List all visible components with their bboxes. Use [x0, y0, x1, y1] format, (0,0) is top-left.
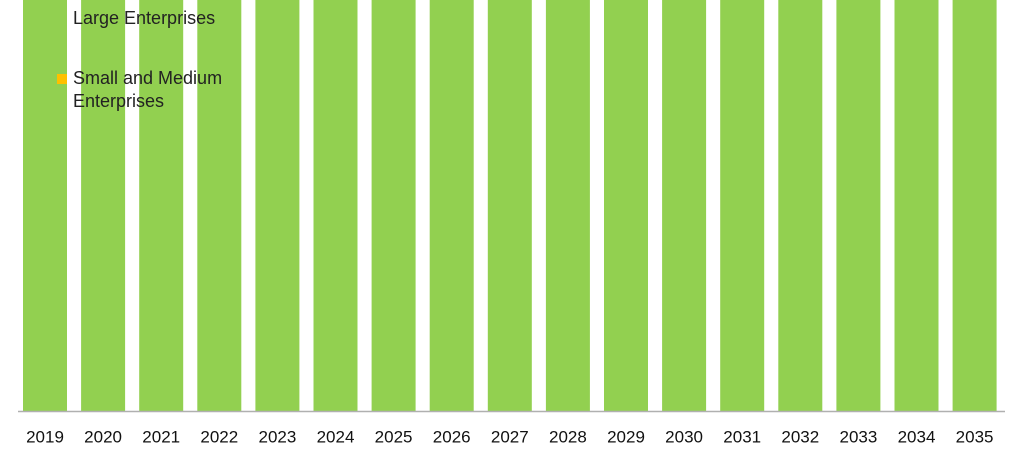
legend-label: Large Enterprises	[73, 8, 216, 28]
x-tick-label: 2033	[839, 427, 877, 446]
x-tick-label: 2032	[781, 427, 819, 446]
bar-segment	[313, 0, 358, 411]
bar-segment	[23, 0, 67, 412]
bar-segment	[604, 0, 648, 412]
legend-swatch	[57, 14, 67, 24]
x-tick-label: 2019	[26, 427, 64, 446]
x-tick-label: 2027	[491, 427, 529, 446]
bar-segment	[545, 0, 590, 411]
bar-segment	[720, 0, 765, 411]
bar-segment	[487, 0, 532, 411]
x-tick-label: 2025	[375, 427, 413, 446]
legend-swatch	[57, 74, 67, 84]
bar-segment	[662, 0, 707, 412]
bar-segment	[139, 0, 184, 411]
bar-segment	[255, 0, 300, 411]
bar-segment	[371, 0, 416, 412]
bar-segment	[894, 0, 939, 412]
x-tick-label: 2030	[665, 427, 703, 446]
bar-segment	[81, 0, 126, 412]
x-tick-label: 2034	[898, 427, 936, 446]
x-tick-label: 2020	[84, 427, 122, 446]
x-tick-label: 2023	[258, 427, 296, 446]
legend-item: Large Enterprises	[57, 8, 263, 30]
legend-item: Small and Medium Enterprises	[57, 68, 263, 113]
x-tick-label: 2028	[549, 427, 587, 446]
x-tick-label: 2021	[142, 427, 180, 446]
bar-segment	[778, 0, 823, 412]
bar-segment	[952, 0, 997, 411]
bar-segment	[429, 0, 474, 411]
x-tick-label: 2026	[433, 427, 471, 446]
bar-segment	[836, 0, 881, 412]
x-tick-label: 2022	[200, 427, 238, 446]
legend-label: Small and Medium Enterprises	[73, 68, 223, 111]
bar-segment	[197, 0, 242, 412]
x-tick-label: 2035	[956, 427, 994, 446]
x-tick-label: 2031	[723, 427, 761, 446]
x-tick-label: 2029	[607, 427, 645, 446]
x-tick-label: 2024	[317, 427, 355, 446]
